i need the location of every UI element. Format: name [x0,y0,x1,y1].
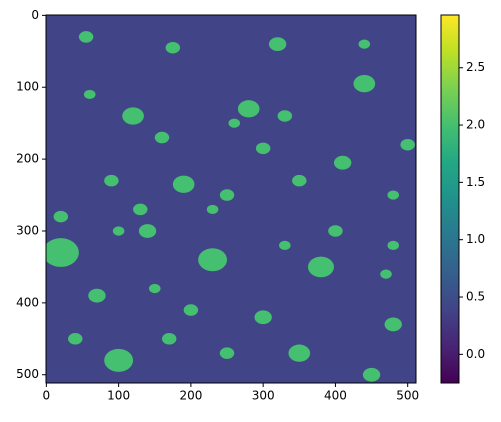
y-tick-label: 200 [16,152,39,166]
blob [206,204,219,215]
blob [133,203,148,216]
blob [219,189,235,201]
y-tick-label: 100 [16,80,39,94]
blob [112,226,125,236]
colorbar [440,14,460,384]
blob [53,210,69,223]
blob [148,283,161,294]
blob [83,89,96,100]
x-tick-label: 300 [252,389,275,403]
blob [400,138,415,151]
blob [68,333,83,345]
blob [277,110,293,122]
blob [46,238,79,267]
colorbar-tick-label: 2.5 [466,60,485,74]
blob [333,155,352,170]
blob [172,175,195,193]
x-tick-label: 100 [107,389,130,403]
x-tick-label: 400 [324,389,347,403]
blob [279,240,291,250]
blob [78,31,94,43]
blob [161,333,177,345]
blob [255,142,271,155]
x-tick-label: 0 [43,389,51,403]
x-tick-label: 200 [179,389,202,403]
blob [387,240,400,250]
blob [384,317,402,332]
blob [88,288,106,303]
blob [268,37,287,52]
blob [104,348,134,372]
blob [154,131,170,144]
blob [380,269,392,279]
blob [237,100,260,118]
colorbar-tick-label: 0.0 [466,347,485,361]
blob [219,347,235,359]
axes-frame [45,14,417,384]
x-tick-label: 500 [396,389,419,403]
blob [292,174,307,187]
colorbar-tick-label: 1.0 [466,232,485,246]
colorbar-tick-label: 1.5 [466,175,485,189]
y-tick-label: 500 [16,367,39,381]
blob [122,107,144,125]
blob [228,118,241,128]
y-tick-label: 300 [16,223,39,237]
blob [165,41,181,54]
y-tick-label: 0 [31,8,39,22]
blob [328,225,343,237]
blob [358,39,371,49]
blob [353,75,376,93]
image [46,15,416,383]
colorbar-tick-label: 2.0 [466,118,485,132]
blob [138,224,157,238]
blob [104,174,119,187]
blob [387,190,400,200]
blob [307,256,334,278]
blob [183,304,199,316]
blob [254,310,272,325]
y-tick-label: 400 [16,295,39,309]
colorbar-tick-label: 0.5 [466,290,485,304]
blob [362,367,381,382]
blob [198,248,228,272]
blob [288,344,311,362]
